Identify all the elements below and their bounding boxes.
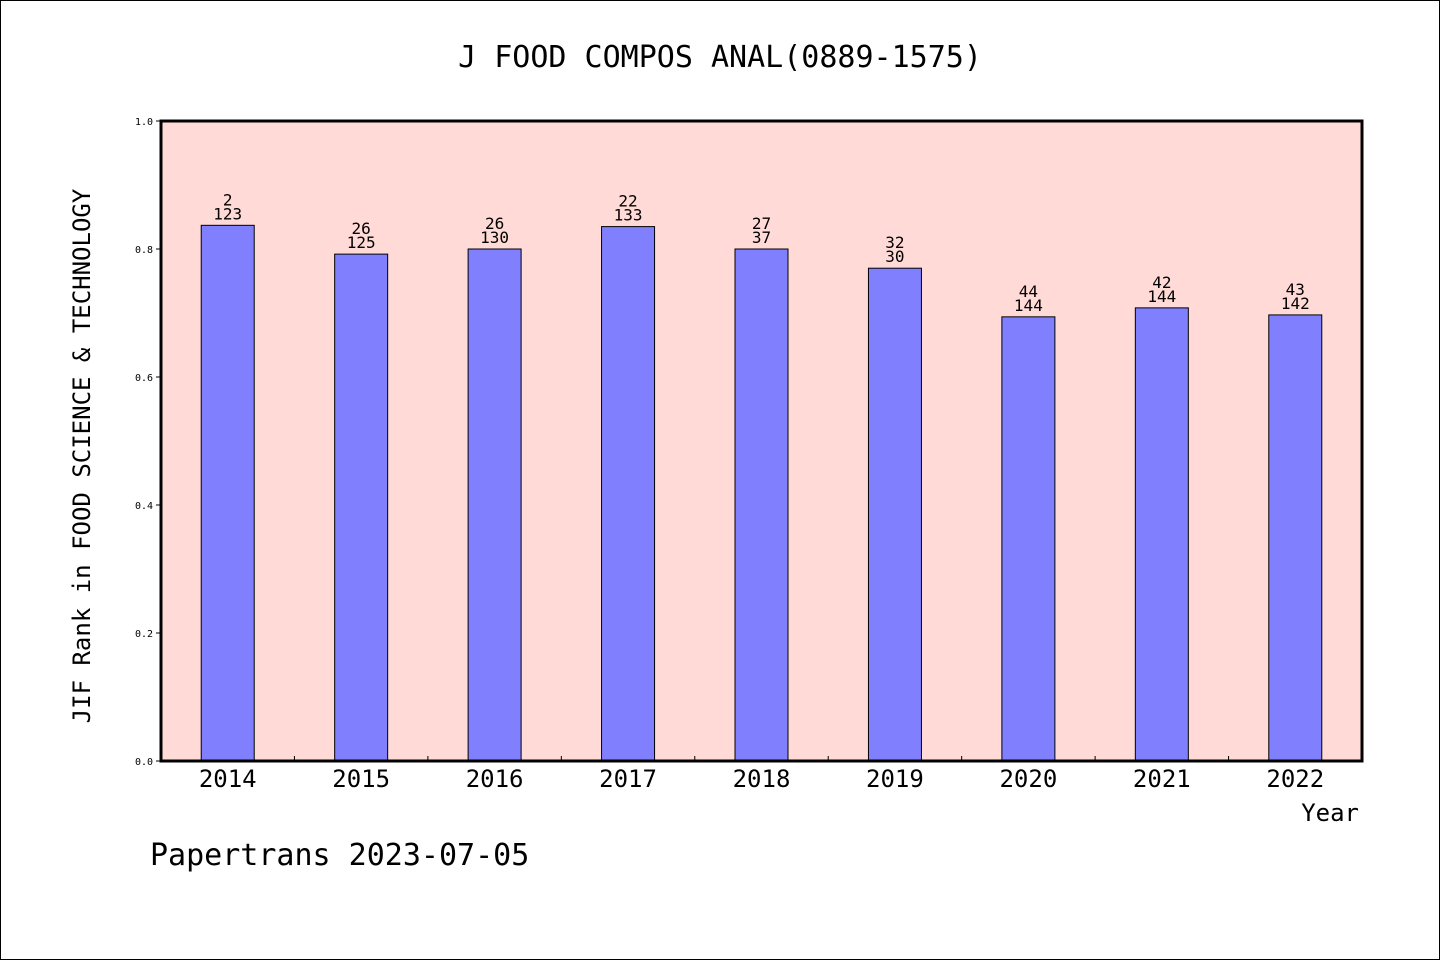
y-tick-label-1.0: 1.0 bbox=[135, 117, 153, 128]
x-tick-label-2019: 2019 bbox=[866, 765, 924, 793]
bar-2022 bbox=[1268, 314, 1323, 762]
plot-area: 2123201426125201526130201622133201727372… bbox=[135, 117, 1364, 793]
bar-2014 bbox=[200, 224, 255, 762]
plot-frame bbox=[159, 119, 1364, 763]
bar-2018 bbox=[734, 248, 789, 762]
bar-label-total-2021: 144 bbox=[1147, 287, 1176, 306]
x-tick-label-2022: 2022 bbox=[1266, 765, 1324, 793]
x-tick-label-2017: 2017 bbox=[599, 765, 657, 793]
y-axis-label: JIF Rank in FOOD SCIENCE & TECHNOLOGY bbox=[68, 188, 96, 723]
bar-label-total-2014: 123 bbox=[213, 204, 242, 223]
x-tick-label-2016: 2016 bbox=[466, 765, 524, 793]
y-tick-label-0.4: 0.4 bbox=[135, 501, 153, 512]
bar-2021 bbox=[1134, 307, 1189, 762]
bar-2015 bbox=[334, 253, 389, 762]
bar-label-total-2019: 30 bbox=[885, 247, 904, 266]
x-axis-label: Year bbox=[1301, 799, 1359, 827]
bar-label-total-2022: 142 bbox=[1281, 294, 1310, 313]
bar-label-total-2018: 37 bbox=[752, 228, 771, 247]
x-tick-label-2018: 2018 bbox=[733, 765, 791, 793]
bar-label-rank-2019: 32 bbox=[885, 233, 904, 252]
bar-2020 bbox=[1001, 316, 1056, 762]
bar-label-total-2015: 125 bbox=[347, 233, 376, 252]
x-tick-label-2014: 2014 bbox=[199, 765, 257, 793]
bar-label-rank-2017: 22 bbox=[618, 192, 637, 211]
bar-2016 bbox=[467, 248, 522, 762]
bar-label-total-2020: 144 bbox=[1014, 296, 1043, 315]
bar-label-rank-2020: 44 bbox=[1019, 282, 1038, 301]
bar-label-rank-2016: 26 bbox=[485, 214, 504, 233]
bar-label-total-2016: 130 bbox=[480, 228, 509, 247]
bar-label-rank-2015: 26 bbox=[352, 219, 371, 238]
bar-label-rank-2021: 42 bbox=[1152, 273, 1171, 292]
bar-label-rank-2014: 2 bbox=[223, 190, 233, 209]
footer-credit: Papertrans 2023-07-05 bbox=[150, 838, 529, 873]
x-tick-label-2015: 2015 bbox=[332, 765, 390, 793]
bar-label-rank-2018: 27 bbox=[752, 214, 771, 233]
x-tick-label-2021: 2021 bbox=[1133, 765, 1191, 793]
y-tick-label-0.6: 0.6 bbox=[135, 373, 153, 384]
bar-label-rank-2022: 43 bbox=[1286, 280, 1305, 299]
bar-2017 bbox=[601, 226, 656, 762]
y-tick-label-0.8: 0.8 bbox=[135, 245, 153, 256]
bar-label-total-2017: 133 bbox=[614, 206, 643, 225]
y-tick-label-0.0: 0.0 bbox=[135, 757, 153, 768]
y-tick-label-0.2: 0.2 bbox=[135, 629, 153, 640]
x-tick-label-2020: 2020 bbox=[999, 765, 1057, 793]
bar-2019 bbox=[867, 267, 922, 762]
chart-title: J FOOD COMPOS ANAL(0889-1575) bbox=[458, 40, 982, 75]
